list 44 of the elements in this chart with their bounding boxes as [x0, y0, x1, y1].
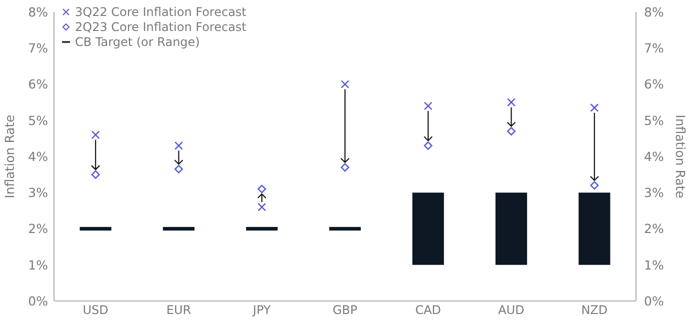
- point: [340, 80, 350, 88]
- legend-label: CB Target (or Range): [75, 35, 200, 50]
- y-tick-label: 0%: [28, 293, 48, 308]
- x-tick-label: CAD: [415, 303, 442, 317]
- y-tick-label: 3%: [28, 185, 48, 200]
- y2-axis-title: Inflation Rate: [673, 114, 688, 199]
- point: [340, 163, 350, 172]
- y2-tick-label: 8%: [644, 4, 664, 20]
- y-tick-label: 2%: [28, 221, 48, 236]
- x-tick-label: NZD: [581, 303, 608, 317]
- y2-tick-label: 6%: [644, 76, 664, 92]
- y2-tick-label: 2%: [644, 221, 664, 236]
- x-tick-label: EUR: [166, 303, 192, 317]
- y2-tick-label: 4%: [644, 148, 664, 164]
- x-tick-label: JPY: [252, 303, 272, 317]
- point: [91, 170, 100, 179]
- point: [590, 103, 599, 112]
- y2-tick-label: 1%: [644, 257, 664, 272]
- y2-tick-label: 3%: [644, 185, 664, 200]
- y-tick-label: 1%: [28, 257, 48, 272]
- point: [258, 202, 266, 212]
- y-tick-label: 4%: [28, 148, 48, 164]
- point: [174, 141, 183, 150]
- y-tick-label: 7%: [28, 40, 48, 56]
- x-tick-label: USD: [82, 303, 108, 317]
- y2-tick-label: 5%: [644, 112, 664, 128]
- point: [424, 102, 432, 110]
- point: [424, 141, 432, 150]
- y2-tick-label: 7%: [644, 40, 664, 56]
- point: [174, 164, 183, 174]
- y-axis-title: Inflation Rate: [2, 114, 17, 198]
- point: [507, 98, 516, 107]
- y-tick-label: 5%: [28, 112, 48, 128]
- legend-label: 2Q23 Core Inflation Forecast: [75, 20, 247, 34]
- y-tick-label: 8%: [28, 4, 48, 20]
- y-tick-label: 6%: [28, 76, 48, 92]
- x-tick-label: AUD: [498, 303, 524, 317]
- point: [590, 181, 599, 190]
- point: [507, 126, 516, 136]
- point: [91, 130, 100, 140]
- point: [258, 184, 266, 194]
- x-tick-label: GBP: [332, 303, 358, 317]
- y2-tick-label: 0%: [644, 293, 664, 308]
- legend-label: 3Q22 Core Inflation Forecast: [75, 5, 247, 20]
